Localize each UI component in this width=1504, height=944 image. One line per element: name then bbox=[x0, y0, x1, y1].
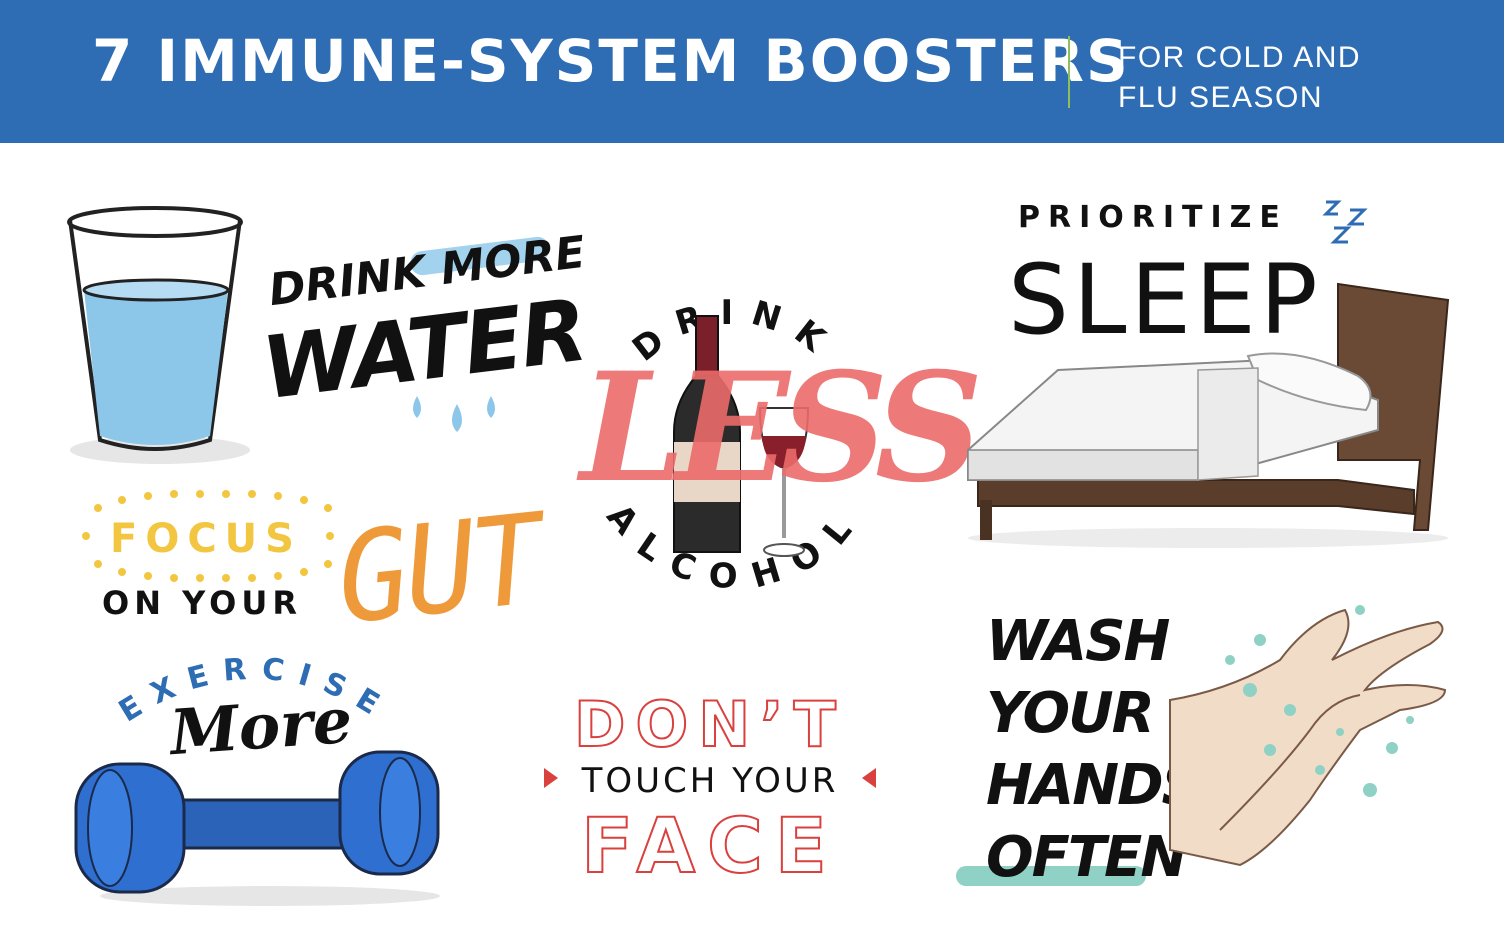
sleep-prioritize: PRIORITIZE bbox=[1018, 200, 1288, 235]
gut-on-your: ON YOUR bbox=[102, 584, 302, 622]
wine-bottle-icon bbox=[673, 315, 810, 557]
header-banner: 7 IMMUNE-SYSTEM BOOSTERS FOR COLD AND FL… bbox=[0, 0, 1504, 143]
bed-icon bbox=[967, 282, 1450, 548]
gut-focus: FOCUS bbox=[110, 516, 302, 562]
hands-icon bbox=[1169, 605, 1447, 867]
face-tip-text: DON’T TOUCH YOUR FACE bbox=[544, 690, 876, 880]
page-title: 7 IMMUNE-SYSTEM BOOSTERS bbox=[92, 27, 1130, 95]
water-glass-icon bbox=[67, 206, 250, 464]
header-divider bbox=[1068, 36, 1070, 108]
sleep-zzz-icon bbox=[1322, 200, 1368, 244]
alcohol-less: LESS bbox=[580, 340, 983, 516]
exercise-arc-text: EXERCISE bbox=[113, 651, 383, 729]
subtitle-line-1: FOR COLD AND bbox=[1118, 41, 1362, 74]
face-touch-your: TOUCH YOUR bbox=[581, 761, 839, 801]
arrow-left-icon bbox=[544, 768, 558, 788]
sleep-word: SLEEP bbox=[1008, 244, 1322, 356]
hands-line-3: HANDS bbox=[986, 753, 1202, 818]
water-drops-icon bbox=[413, 396, 495, 432]
page-subtitle: FOR COLD AND FLU SEASON bbox=[1118, 38, 1418, 118]
hands-line-4: OFTEN bbox=[986, 825, 1187, 890]
face-face: FACE bbox=[581, 801, 839, 880]
gut-dots-decoration bbox=[82, 490, 334, 582]
hands-highlight-stroke bbox=[956, 866, 1146, 886]
arrow-right-icon bbox=[862, 768, 876, 788]
hands-line-2: YOUR bbox=[986, 681, 1155, 746]
hands-line-1: WASH bbox=[986, 609, 1170, 674]
dumbbell-icon bbox=[74, 750, 440, 906]
face-dont: DON’T bbox=[574, 690, 846, 761]
gut-word: GUT bbox=[330, 486, 547, 652]
hands-tip-text: WASH YOUR HANDS OFTEN bbox=[986, 606, 1202, 894]
subtitle-line-2: FLU SEASON bbox=[1118, 81, 1324, 114]
